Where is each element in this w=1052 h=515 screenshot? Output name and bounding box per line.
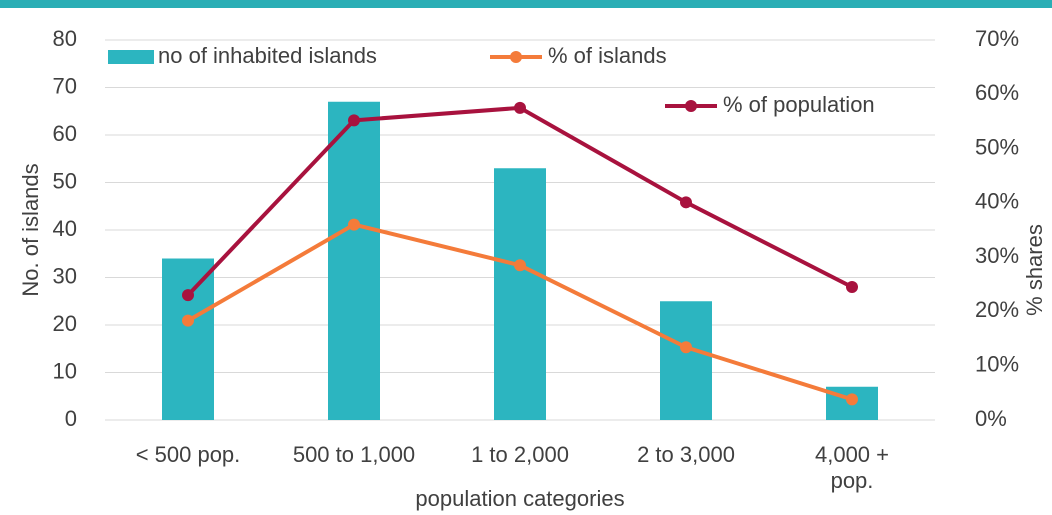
bar	[494, 168, 546, 420]
legend-label: no of inhabited islands	[158, 43, 377, 68]
x-tick-label: 500 to 1,000	[292, 442, 416, 467]
legend-label: % of population	[723, 92, 875, 117]
y2-axis-title: % shares	[1022, 224, 1047, 316]
legend-swatch	[108, 50, 154, 64]
y2-tick-label: 60%	[975, 80, 1019, 105]
y-tick-label: 20	[53, 311, 77, 336]
y-tick-label: 40	[53, 216, 77, 241]
top-bar	[0, 0, 1052, 8]
y2-tick-label: 10%	[975, 352, 1019, 377]
legend-marker	[510, 51, 522, 63]
y-tick-label: 30	[53, 263, 77, 288]
x-tick-label: 4,000 + pop.	[814, 442, 889, 493]
y2-tick-label: 20%	[975, 297, 1019, 322]
x-tick-label: 2 to 3,000	[637, 442, 735, 467]
line-point	[846, 281, 858, 293]
x-tick-label: 1 to 2,000	[471, 442, 569, 467]
line-point	[680, 196, 692, 209]
y-tick-label: 10	[53, 358, 77, 383]
y2-tick-label: 50%	[975, 134, 1019, 159]
y-tick-label: 80	[53, 26, 77, 51]
legend-label: % of islands	[548, 43, 667, 68]
line-point	[348, 218, 360, 231]
y-tick-label: 70	[53, 73, 77, 98]
y-tick-label: 0	[65, 406, 77, 431]
line-point	[514, 259, 526, 272]
y-axis-title: No. of islands	[18, 163, 43, 296]
x-tick-label: < 500 pop.	[135, 442, 241, 467]
line-point	[514, 101, 526, 114]
line-point	[846, 393, 858, 406]
y-tick-label: 50	[53, 168, 77, 193]
line-point	[348, 114, 360, 127]
y2-tick-label: 30%	[975, 243, 1019, 268]
bar	[328, 101, 380, 420]
y-tick-label: 60	[53, 121, 77, 146]
bar	[162, 258, 214, 420]
x-axis-title: population categories	[415, 486, 624, 511]
line-point	[680, 341, 692, 354]
y2-tick-label: 0%	[975, 406, 1007, 431]
line-point	[182, 314, 194, 327]
legend-marker	[685, 100, 697, 112]
y2-tick-label: 70%	[975, 26, 1019, 51]
y2-tick-label: 40%	[975, 189, 1019, 214]
bar	[660, 301, 712, 420]
line-point	[182, 289, 194, 302]
